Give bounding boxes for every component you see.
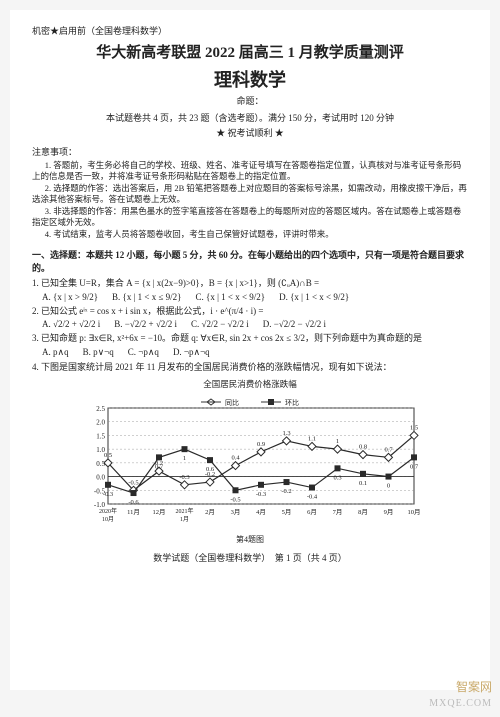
- svg-text:0.0: 0.0: [96, 473, 105, 481]
- svg-text:0: 0: [387, 482, 390, 489]
- svg-text:6月: 6月: [307, 508, 317, 516]
- svg-text:0.7: 0.7: [384, 446, 393, 453]
- q2-opt-a: A. √2/2 + √2/2 i: [42, 319, 100, 329]
- svg-text:7月: 7月: [333, 508, 343, 516]
- watermark-brand: 智案网: [456, 678, 492, 695]
- q2-opt-d: D. −√2/2 − √2/2 i: [263, 319, 326, 329]
- q3-opt-d: D. ¬p∧¬q: [173, 347, 210, 358]
- q3-opt-a: A. p∧q: [42, 347, 69, 358]
- svg-text:0.3: 0.3: [333, 474, 341, 481]
- notice-item: 3. 非选择题的作答：用黑色墨水的签字笔直接答在答题卷上的每题所对应的答题区域内…: [32, 206, 468, 229]
- wish-line: ★ 祝考试顺利 ★: [32, 126, 468, 139]
- watermark-domain: MXQE.COM: [429, 698, 492, 709]
- svg-text:-0.3: -0.3: [256, 490, 266, 497]
- svg-text:4月: 4月: [256, 508, 266, 516]
- svg-text:1: 1: [336, 438, 339, 445]
- svg-text:9月: 9月: [384, 508, 394, 516]
- chart-caption: 第4题图: [80, 534, 420, 545]
- svg-text:1.5: 1.5: [96, 432, 105, 440]
- q3-options: A. p∧q B. p∨¬q C. ¬p∧q D. ¬p∧¬q: [42, 347, 468, 358]
- notice-item: 4. 考试结束，监考人员将答题卷收回，考生自己保管好试题卷，评讲时带来。: [32, 229, 468, 240]
- section1-heading: 一、选择题：本题共 12 小题，每小题 5 分，共 60 分。在每小题给出的四个…: [32, 248, 468, 274]
- title-line2: 理科数学: [32, 66, 468, 92]
- q1-stem: 1. 已知全集 U=R，集合 A = {x | x(2x−9)>0}，B = {…: [32, 277, 468, 290]
- svg-text:2月: 2月: [205, 508, 215, 516]
- svg-text:0.9: 0.9: [257, 441, 265, 448]
- svg-text:1.5: 1.5: [410, 424, 418, 431]
- svg-text:1.3: 1.3: [282, 430, 290, 437]
- q2-stem: 2. 已知公式 eⁱˣ = cos x + i sin x，根据此公式，i · …: [32, 305, 468, 318]
- svg-text:0.8: 0.8: [359, 443, 367, 450]
- cmd-label: 命题：: [32, 94, 468, 107]
- svg-text:0.5: 0.5: [96, 460, 105, 468]
- q1-options: A. {x | x > 9/2} B. {x | 1 < x ≤ 9/2} C.…: [42, 292, 468, 302]
- exam-meta: 本试题卷共 4 页，共 23 题（含选考题）。满分 150 分，考试用时 120…: [32, 111, 468, 124]
- svg-text:-0.2: -0.2: [281, 488, 291, 495]
- svg-text:5月: 5月: [282, 508, 292, 516]
- exam-page: 机密★启用前（全国卷理科数学） 华大新高考联盟 2022 届高三 1 月教学质量…: [10, 10, 490, 690]
- q1-opt-a: A. {x | x > 9/2}: [42, 292, 98, 302]
- svg-text:-1.0: -1.0: [94, 501, 106, 509]
- svg-text:-0.5: -0.5: [128, 479, 138, 486]
- svg-text:0.4: 0.4: [231, 454, 240, 461]
- svg-text:2.5: 2.5: [96, 405, 105, 413]
- svg-text:0.7: 0.7: [410, 463, 419, 470]
- notice-title: 注意事项：: [32, 145, 468, 158]
- q4-stem: 4. 下图是国家统计局 2021 年 11 月发布的全国居民消费价格的涨跌幅情况…: [32, 361, 468, 374]
- q2-opt-c: C. √2/2 − √2/2 i: [191, 319, 249, 329]
- svg-text:8月: 8月: [358, 508, 368, 516]
- q3-stem: 3. 已知命题 p: ∃x∈R, x²+6x = −10。命题 q: ∀x∈R,…: [32, 332, 468, 345]
- svg-text:10月: 10月: [408, 508, 421, 516]
- page-footer: 数学试题（全国卷理科数学） 第 1 页（共 4 页）: [32, 551, 468, 564]
- svg-text:-0.4: -0.4: [307, 493, 318, 500]
- q3-opt-b: B. p∨¬q: [83, 347, 114, 358]
- svg-text:0.1: 0.1: [359, 479, 367, 486]
- svg-text:3月: 3月: [231, 508, 241, 516]
- svg-text:11月: 11月: [127, 508, 140, 516]
- svg-text:2021年: 2021年: [175, 507, 193, 515]
- q3-opt-c: C. ¬p∧q: [128, 347, 159, 358]
- svg-text:1月: 1月: [180, 516, 189, 523]
- svg-text:0.6: 0.6: [206, 466, 215, 473]
- title-line1: 华大新高考联盟 2022 届高三 1 月教学质量测评: [32, 41, 468, 62]
- chart-container: 全国居民消费价格涨跌幅 -1.0-0.50.00.51.01.52.02.520…: [80, 378, 420, 545]
- chart-title: 全国居民消费价格涨跌幅: [80, 378, 420, 390]
- svg-text:-0.3: -0.3: [103, 490, 113, 497]
- notice-item: 2. 选择题的作答：选出答案后，用 2B 铅笔把答题卷上对应题目的答案标号涂黑，…: [32, 183, 468, 206]
- svg-text:2020年: 2020年: [99, 507, 117, 515]
- svg-text:0.5: 0.5: [104, 452, 112, 459]
- svg-text:同比: 同比: [225, 398, 239, 407]
- svg-text:0.7: 0.7: [155, 463, 164, 470]
- svg-text:-0.6: -0.6: [128, 499, 139, 506]
- confidential-label: 机密★启用前（全国卷理科数学）: [32, 24, 468, 37]
- notice-item: 1. 答题前，考生务必将自己的学校、班级、姓名、准考证号填写在答题卷指定位置，认…: [32, 160, 468, 183]
- q1-opt-b: B. {x | 1 < x ≤ 9/2}: [112, 292, 181, 302]
- svg-text:12月: 12月: [153, 508, 166, 516]
- q1-opt-c: C. {x | 1 < x < 9/2}: [196, 292, 266, 302]
- q1-opt-d: D. {x | 1 < x < 9/2}: [279, 292, 349, 302]
- svg-text:-0.3: -0.3: [179, 473, 189, 480]
- q2-opt-b: B. −√2/2 + √2/2 i: [114, 319, 177, 329]
- svg-text:1.1: 1.1: [308, 435, 316, 442]
- cpi-chart: -1.0-0.50.00.51.01.52.02.52020年10月11月12月…: [80, 392, 420, 532]
- svg-text:10月: 10月: [102, 516, 114, 523]
- svg-text:1: 1: [183, 455, 186, 462]
- q2-options: A. √2/2 + √2/2 i B. −√2/2 + √2/2 i C. √2…: [42, 319, 468, 329]
- svg-text:2.0: 2.0: [96, 418, 105, 426]
- svg-text:环比: 环比: [285, 398, 299, 407]
- svg-text:-0.5: -0.5: [230, 496, 240, 503]
